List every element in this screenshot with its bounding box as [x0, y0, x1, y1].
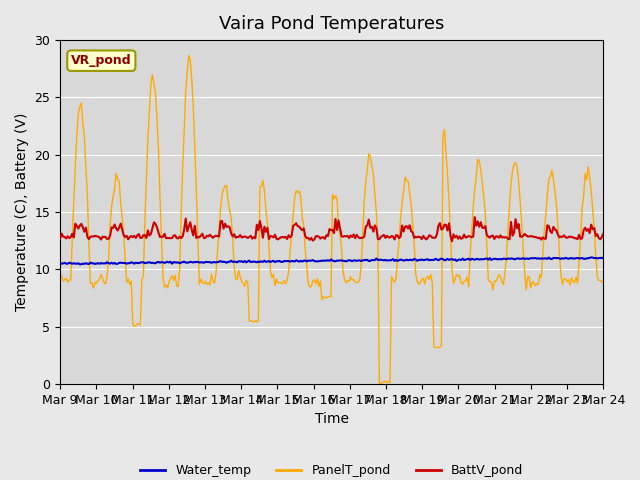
Legend: Water_temp, PanelT_pond, BattV_pond: Water_temp, PanelT_pond, BattV_pond [136, 459, 528, 480]
X-axis label: Time: Time [315, 412, 349, 426]
Y-axis label: Temperature (C), Battery (V): Temperature (C), Battery (V) [15, 113, 29, 311]
Text: VR_pond: VR_pond [71, 54, 132, 67]
Title: Vaira Pond Temperatures: Vaira Pond Temperatures [219, 15, 444, 33]
